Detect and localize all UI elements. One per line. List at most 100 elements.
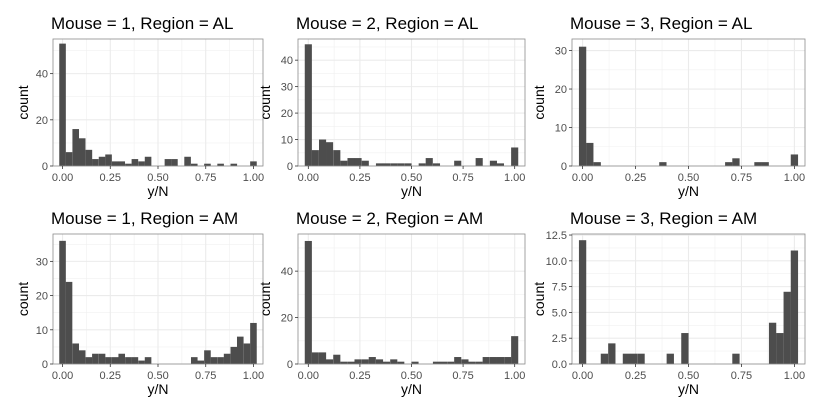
x-tick-label: 0.75 [731, 172, 752, 184]
facet-panel-6: Mouse = 3, Region = AM 0.0 2.5 5.0 7.5 10.0 12… [531, 209, 806, 397]
x-tick-label: 0.75 [731, 370, 752, 382]
histogram-bar [482, 357, 490, 364]
histogram-bar [250, 322, 257, 364]
y-tick-label: 40 [36, 69, 48, 81]
x-axis-label: y/N [401, 381, 422, 397]
histogram-bar [217, 357, 224, 364]
histogram-bar [368, 357, 376, 364]
histogram-bar [432, 163, 441, 166]
x-tick-label: 0.25 [100, 172, 121, 184]
panel-title: Mouse = 1, Region = AL [51, 14, 233, 33]
x-tick-label: 0.00 [298, 172, 319, 184]
histogram-bar [361, 359, 369, 364]
x-tick-label: 0.00 [572, 172, 593, 184]
histogram-bar [111, 161, 119, 166]
histogram-bar [184, 156, 191, 166]
histogram-bar [659, 162, 667, 166]
y-axis-label: count [15, 85, 31, 119]
histogram-bar [404, 163, 412, 166]
histogram-bar [496, 357, 505, 364]
x-axis-label: y/N [148, 381, 169, 397]
histogram-bar [629, 353, 638, 364]
histogram-bar [105, 154, 112, 166]
x-tick-label: 0.25 [349, 172, 370, 184]
histogram-bar [454, 357, 462, 364]
x-tick-label: 0.00 [298, 370, 319, 382]
histogram-bar [131, 357, 139, 364]
histogram-bar [390, 359, 398, 364]
histogram-bar [326, 142, 334, 166]
histogram-bar [204, 350, 211, 364]
histogram-bar [85, 357, 93, 364]
y-tick-label: 10 [36, 325, 48, 337]
y-axis-label: count [531, 85, 547, 119]
histogram-bar [131, 159, 139, 166]
histogram-bar [217, 163, 224, 166]
y-tick-label: 0.0 [552, 359, 567, 371]
histogram-bar [85, 149, 93, 166]
x-tick-label: 0.25 [349, 370, 370, 382]
histogram-bar [461, 359, 469, 364]
histogram-bar [496, 163, 505, 166]
y-tick-label: 0 [287, 359, 293, 371]
histogram-bar [432, 361, 441, 364]
x-tick-label: 0.50 [401, 172, 422, 184]
histogram-bar [105, 357, 112, 364]
x-tick-label: 0.50 [401, 370, 422, 382]
x-tick-label: 0.50 [678, 370, 699, 382]
histogram-bar [397, 163, 405, 166]
histogram-bar [65, 152, 73, 166]
y-tick-label: 0 [42, 161, 48, 173]
histogram-bar [776, 333, 784, 364]
histogram-bar [622, 353, 631, 364]
histogram-bar [790, 250, 799, 364]
histogram-bar [390, 163, 398, 166]
x-tick-label: 0.00 [52, 172, 73, 184]
x-axis-label: y/N [148, 183, 169, 199]
panel-title: Mouse = 2, Region = AM [296, 209, 483, 228]
histogram-bar [318, 352, 327, 364]
y-tick-label: 20 [36, 291, 48, 303]
histogram-bar [454, 160, 462, 166]
x-tick-label: 1.00 [784, 172, 805, 184]
histogram-bar [666, 353, 674, 364]
histogram-bar [354, 359, 362, 364]
histogram-bar [447, 361, 455, 364]
panel-title: Mouse = 1, Region = AM [51, 209, 238, 228]
histogram-bar [768, 322, 777, 364]
histogram-bar [243, 343, 251, 364]
histogram-bar [118, 161, 126, 166]
histogram-bar [304, 240, 312, 364]
panel-title: Mouse = 2, Region = AL [296, 14, 478, 33]
histogram-bar [761, 162, 769, 166]
y-tick-label: 0 [42, 359, 48, 371]
histogram-bar [72, 129, 80, 166]
histogram-bar [725, 162, 733, 166]
histogram-bar [600, 353, 609, 364]
histogram-bar [732, 353, 740, 364]
x-tick-label: 1.00 [243, 172, 264, 184]
y-tick-label: 40 [281, 55, 293, 67]
histogram-bar [354, 158, 362, 166]
histogram-bar [72, 343, 80, 364]
x-tick-label: 0.75 [195, 370, 216, 382]
x-axis-label: y/N [678, 183, 699, 199]
histogram-bar [637, 353, 645, 364]
histogram-bar [59, 43, 66, 167]
y-tick-label: 20 [281, 313, 293, 325]
histogram-bar [347, 361, 355, 364]
histogram-bar [475, 158, 483, 166]
y-tick-label: 12.5 [546, 230, 567, 242]
histogram-bar [439, 361, 448, 364]
histogram-bar [326, 359, 334, 364]
panel-title: Mouse = 3, Region = AL [570, 14, 752, 33]
histogram-bar [375, 163, 384, 166]
y-tick-label: 10.0 [546, 256, 567, 268]
histogram-bar [78, 138, 86, 166]
histogram-bar [783, 291, 791, 364]
histogram-bar [223, 353, 231, 364]
x-tick-label: 1.00 [504, 172, 525, 184]
histogram-bar [138, 161, 145, 166]
x-tick-label: 0.50 [678, 172, 699, 184]
